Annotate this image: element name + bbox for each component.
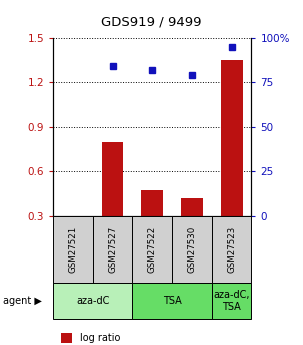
Text: GSM27522: GSM27522 bbox=[148, 226, 157, 273]
Bar bbox=[141, 190, 163, 216]
Bar bbox=[221, 60, 243, 216]
Text: TSA: TSA bbox=[163, 296, 181, 306]
Text: GSM27521: GSM27521 bbox=[68, 226, 77, 273]
Bar bbox=[102, 141, 124, 216]
Text: GDS919 / 9499: GDS919 / 9499 bbox=[101, 16, 202, 29]
Text: GSM27523: GSM27523 bbox=[227, 226, 236, 273]
Text: log ratio: log ratio bbox=[80, 333, 120, 343]
Text: GSM27530: GSM27530 bbox=[188, 226, 196, 273]
Text: aza-dC,
TSA: aza-dC, TSA bbox=[213, 290, 250, 312]
Bar bbox=[181, 198, 203, 216]
Text: aza-dC: aza-dC bbox=[76, 296, 109, 306]
Text: agent ▶: agent ▶ bbox=[3, 296, 42, 306]
Text: GSM27527: GSM27527 bbox=[108, 226, 117, 273]
